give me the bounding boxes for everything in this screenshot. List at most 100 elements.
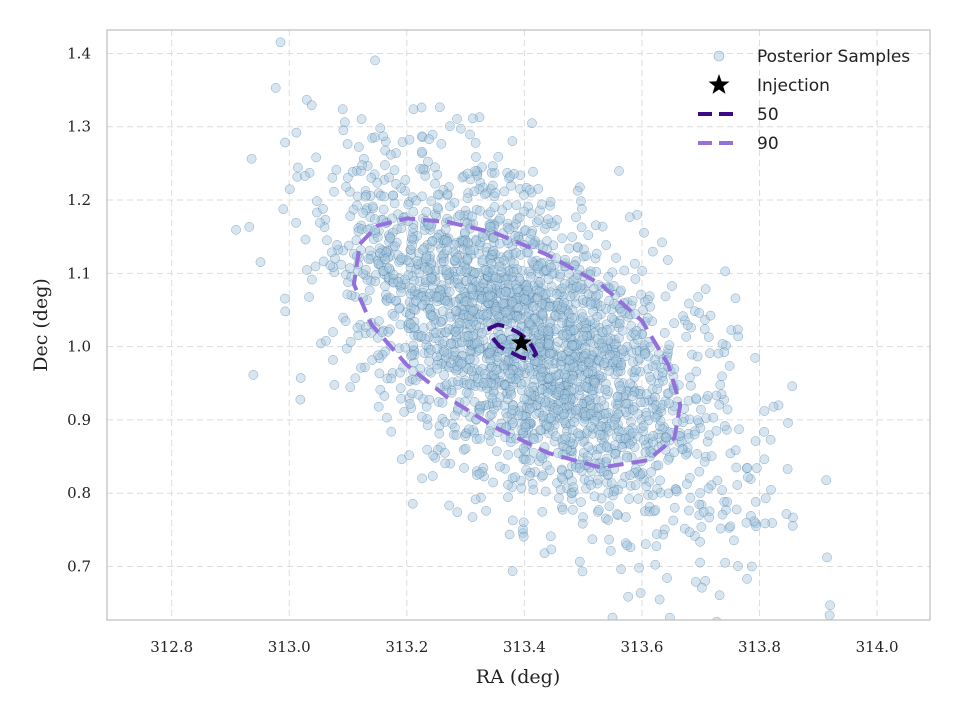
sample-point bbox=[453, 376, 463, 386]
sample-point bbox=[506, 389, 517, 400]
sample-point bbox=[729, 535, 739, 546]
sample-point bbox=[441, 265, 452, 275]
legend: Posterior Samples Injection 50 90 bbox=[698, 47, 910, 154]
sample-point bbox=[585, 395, 595, 406]
sample-point bbox=[543, 325, 554, 336]
sample-point bbox=[602, 453, 612, 464]
sample-point bbox=[556, 472, 567, 483]
sample-point bbox=[531, 255, 542, 266]
sample-point bbox=[434, 428, 445, 439]
sample-point bbox=[409, 304, 419, 314]
sample-point bbox=[751, 463, 762, 473]
sample-point bbox=[452, 274, 463, 285]
sample-point bbox=[578, 330, 589, 341]
sample-point bbox=[570, 405, 581, 416]
sample-point bbox=[705, 348, 715, 359]
sample-point bbox=[715, 523, 726, 534]
sample-point bbox=[699, 324, 710, 334]
sample-point bbox=[358, 208, 368, 218]
sample-point bbox=[445, 121, 455, 132]
sample-point bbox=[310, 261, 321, 272]
sample-point bbox=[750, 496, 761, 507]
sample-point bbox=[355, 319, 366, 330]
sample-point bbox=[548, 363, 559, 374]
sample-point bbox=[605, 545, 616, 556]
sample-point bbox=[430, 162, 440, 173]
sample-point bbox=[544, 348, 555, 359]
sample-point bbox=[515, 314, 526, 324]
sample-point bbox=[300, 171, 310, 181]
sample-point bbox=[600, 384, 611, 395]
sample-point bbox=[672, 417, 682, 428]
sample-point bbox=[375, 123, 386, 134]
sample-point bbox=[614, 322, 624, 333]
sample-point bbox=[333, 244, 344, 255]
sample-point bbox=[474, 345, 485, 355]
sample-point bbox=[650, 559, 661, 570]
sample-point bbox=[503, 249, 514, 260]
sample-point bbox=[684, 414, 695, 425]
sample-point bbox=[634, 562, 644, 573]
sample-point bbox=[725, 521, 736, 532]
sample-point bbox=[437, 306, 448, 317]
sample-point bbox=[431, 328, 441, 338]
sample-point bbox=[527, 118, 537, 129]
sample-point bbox=[535, 276, 546, 287]
sample-point bbox=[620, 512, 631, 522]
sample-point bbox=[630, 480, 641, 491]
sample-point bbox=[293, 162, 303, 173]
legend-marker-injection bbox=[708, 74, 730, 94]
sample-point bbox=[576, 497, 586, 507]
sample-point bbox=[569, 384, 580, 394]
sample-point bbox=[711, 425, 722, 436]
sample-point bbox=[456, 123, 466, 134]
sample-point bbox=[590, 220, 601, 231]
sample-point bbox=[684, 527, 695, 538]
sample-point bbox=[695, 557, 705, 568]
sample-point bbox=[454, 318, 465, 328]
sample-point bbox=[703, 332, 714, 342]
sample-point bbox=[712, 475, 723, 486]
sample-point bbox=[459, 463, 469, 473]
sample-point bbox=[440, 224, 451, 235]
sample-point bbox=[592, 478, 603, 489]
sample-point bbox=[591, 266, 602, 277]
sample-point bbox=[585, 299, 596, 310]
sample-point bbox=[681, 479, 692, 489]
sample-point bbox=[719, 347, 730, 357]
x-axis-label: RA (deg) bbox=[476, 666, 560, 688]
sample-point bbox=[671, 486, 682, 497]
sample-point bbox=[435, 442, 446, 453]
sample-point bbox=[408, 206, 419, 217]
sample-point bbox=[280, 306, 291, 317]
sample-point bbox=[470, 494, 481, 505]
sample-point bbox=[653, 460, 664, 471]
sample-point bbox=[370, 132, 380, 143]
sample-point bbox=[696, 522, 707, 532]
sample-point bbox=[437, 397, 448, 408]
sample-point bbox=[384, 172, 394, 183]
sample-point bbox=[471, 320, 482, 331]
sample-point bbox=[488, 314, 499, 325]
sample-point bbox=[699, 457, 710, 467]
sample-point bbox=[442, 237, 452, 247]
sample-point bbox=[750, 436, 761, 446]
y-tick-label: 1.4 bbox=[67, 44, 91, 62]
sample-point bbox=[364, 285, 375, 296]
sample-point bbox=[538, 470, 548, 481]
sample-point bbox=[436, 243, 446, 254]
sample-point bbox=[630, 258, 640, 269]
sample-point bbox=[508, 264, 519, 274]
sample-point bbox=[380, 160, 390, 170]
sample-point bbox=[556, 351, 567, 361]
sample-point bbox=[662, 388, 673, 399]
sample-point bbox=[488, 477, 498, 488]
sample-point bbox=[625, 470, 635, 481]
sample-point bbox=[341, 181, 351, 192]
sample-point bbox=[417, 299, 428, 310]
sample-point bbox=[765, 434, 776, 445]
sample-point bbox=[395, 383, 406, 394]
sample-point bbox=[311, 152, 322, 163]
sample-point bbox=[562, 329, 572, 340]
sample-point bbox=[568, 482, 579, 493]
